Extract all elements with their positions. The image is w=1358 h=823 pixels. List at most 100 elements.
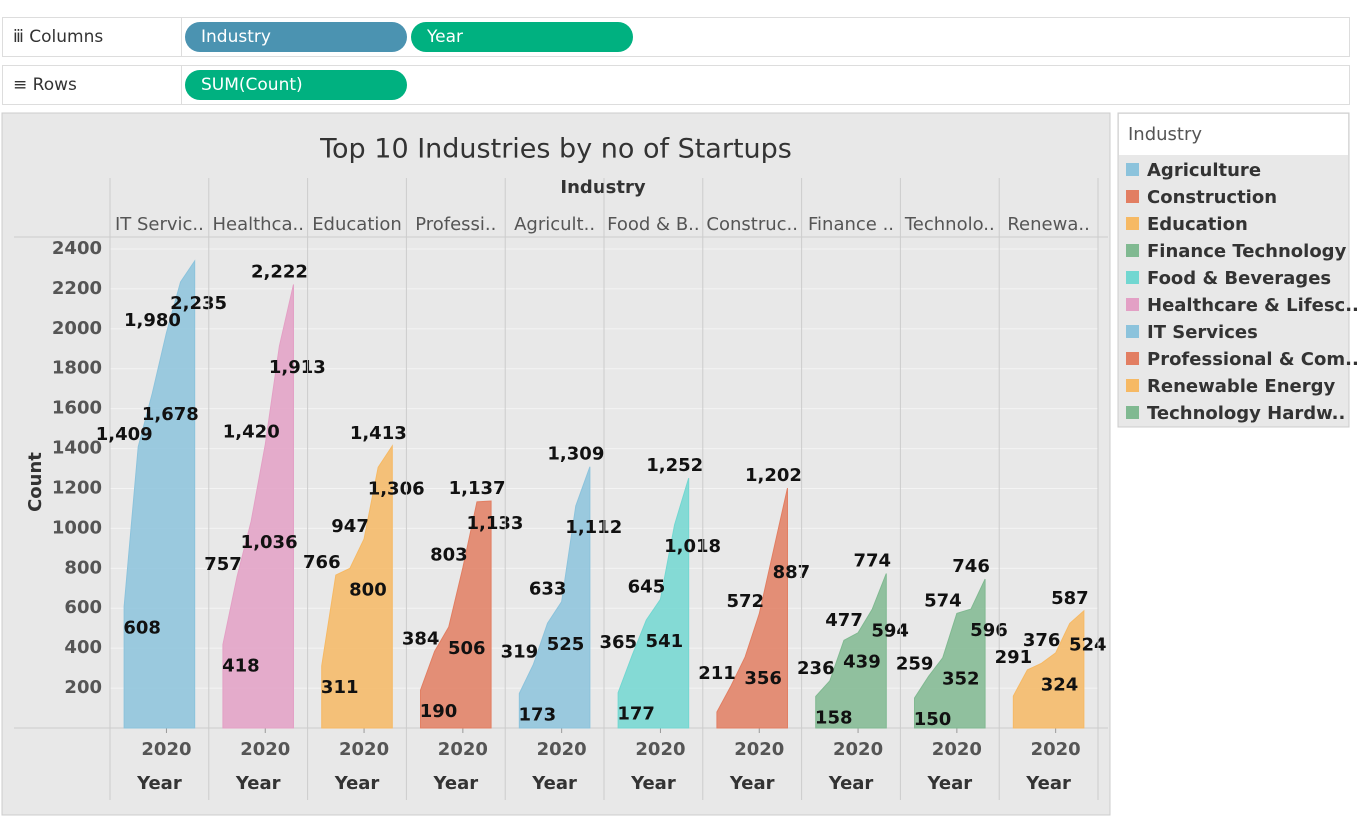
- x-label: Year: [630, 773, 676, 794]
- data-label: 1,202: [745, 465, 802, 486]
- legend-label: Finance Technology: [1147, 241, 1347, 262]
- data-label: 352: [942, 669, 980, 690]
- area: [222, 284, 294, 729]
- shelf-label: ⅲ Columns: [13, 27, 104, 47]
- pill[interactable]: Year: [411, 22, 633, 52]
- data-label: 1,018: [664, 536, 721, 557]
- data-label: 211: [698, 663, 736, 684]
- rows-shelf: ≡ Rows SUM(Count): [2, 65, 1350, 105]
- pill[interactable]: Industry: [185, 22, 407, 52]
- legend-label: Food & Beverages: [1147, 268, 1331, 289]
- panel-header: Renewa..: [1007, 214, 1089, 235]
- legend-label: Agriculture: [1147, 160, 1261, 181]
- columns-shelf: ⅲ Columns Industry Year: [2, 17, 1350, 57]
- data-label: 633: [529, 579, 567, 600]
- y-tick-label: 600: [64, 597, 102, 618]
- x-label: Year: [432, 773, 478, 794]
- panel-header: Agricult..: [514, 214, 595, 235]
- data-label: 1,112: [565, 517, 622, 538]
- data-label: 311: [321, 677, 359, 698]
- data-label: 800: [349, 579, 387, 600]
- legend-label: IT Services: [1147, 322, 1258, 343]
- y-tick-label: 2400: [52, 238, 102, 259]
- area: [123, 259, 196, 729]
- data-label: 757: [204, 554, 242, 575]
- data-label: 324: [1041, 674, 1079, 695]
- data-label: 746: [952, 556, 990, 577]
- data-label: 1,409: [96, 424, 153, 445]
- y-tick-label: 2000: [52, 318, 102, 339]
- legend-label: Healthcare & Lifesc..: [1147, 295, 1358, 316]
- data-label: 541: [646, 631, 684, 652]
- x-tick-label: 2020: [734, 739, 784, 760]
- x-tick-label: 2020: [1031, 739, 1081, 760]
- pill[interactable]: SUM(Count): [185, 70, 407, 100]
- legend-swatch: [1126, 271, 1139, 284]
- legend-swatch: [1126, 352, 1139, 365]
- data-label: 1,306: [368, 478, 425, 499]
- data-label: 158: [815, 707, 853, 728]
- y-tick-label: 1600: [52, 398, 102, 419]
- x-tick-label: 2020: [240, 739, 290, 760]
- y-tick-label: 2200: [52, 278, 102, 299]
- shelf-label: ≡ Rows: [13, 75, 77, 95]
- area: [716, 487, 788, 729]
- area: [914, 578, 986, 729]
- area: [321, 444, 393, 729]
- legend-swatch: [1126, 406, 1139, 419]
- x-label: Year: [334, 773, 380, 794]
- data-label: 177: [617, 704, 655, 725]
- x-label: Year: [136, 773, 182, 794]
- data-label: 1,252: [646, 455, 703, 476]
- panel-header: Technolo..: [904, 214, 995, 235]
- data-label: 1,980: [124, 310, 181, 331]
- data-label: 384: [402, 628, 440, 649]
- panel-header: Healthca..: [212, 214, 303, 235]
- data-label: 608: [123, 618, 161, 639]
- data-label: 525: [547, 634, 585, 655]
- y-label: Count: [25, 452, 46, 512]
- x-label: Year: [1025, 773, 1071, 794]
- panel-header: Food & B..: [607, 214, 699, 235]
- y-tick-label: 1400: [52, 438, 102, 459]
- x-tick-label: 2020: [141, 739, 191, 760]
- data-label: 236: [797, 658, 835, 679]
- data-label: 1,137: [449, 478, 506, 499]
- area: [617, 477, 690, 729]
- x-tick-label: 2020: [932, 739, 982, 760]
- data-label: 1,036: [241, 532, 298, 553]
- data-label: 418: [222, 656, 260, 677]
- legend-label: Education: [1147, 214, 1248, 235]
- data-label: 587: [1051, 588, 1089, 609]
- x-tick-label: 2020: [438, 739, 488, 760]
- data-label: 766: [303, 552, 341, 573]
- legend-swatch: [1126, 190, 1139, 203]
- x-label: Year: [729, 773, 775, 794]
- area: [518, 466, 591, 729]
- area: [815, 573, 887, 729]
- panel-header: Finance ..: [808, 214, 894, 235]
- data-label: 1,420: [223, 422, 280, 443]
- x-tick-label: 2020: [833, 739, 883, 760]
- chart-title: Top 10 Industries by no of Startups: [319, 134, 792, 165]
- data-label: 774: [853, 551, 891, 572]
- data-label: 1,413: [350, 423, 407, 444]
- legend-swatch: [1126, 379, 1139, 392]
- data-label: 947: [331, 516, 369, 537]
- data-label: 645: [628, 576, 666, 597]
- y-tick-label: 800: [64, 557, 102, 578]
- data-label: 2,222: [251, 262, 308, 283]
- data-label: 259: [896, 653, 934, 674]
- x-tick-label: 2020: [635, 739, 685, 760]
- data-label: 376: [1023, 630, 1061, 651]
- legend-swatch: [1126, 298, 1139, 311]
- legend-header: [1119, 114, 1348, 155]
- area: [1012, 609, 1085, 729]
- data-label: 356: [744, 668, 782, 689]
- data-label: 506: [448, 638, 486, 659]
- column-header: Industry: [560, 177, 645, 198]
- y-tick-label: 1200: [52, 477, 102, 498]
- data-label: 2,235: [170, 293, 227, 314]
